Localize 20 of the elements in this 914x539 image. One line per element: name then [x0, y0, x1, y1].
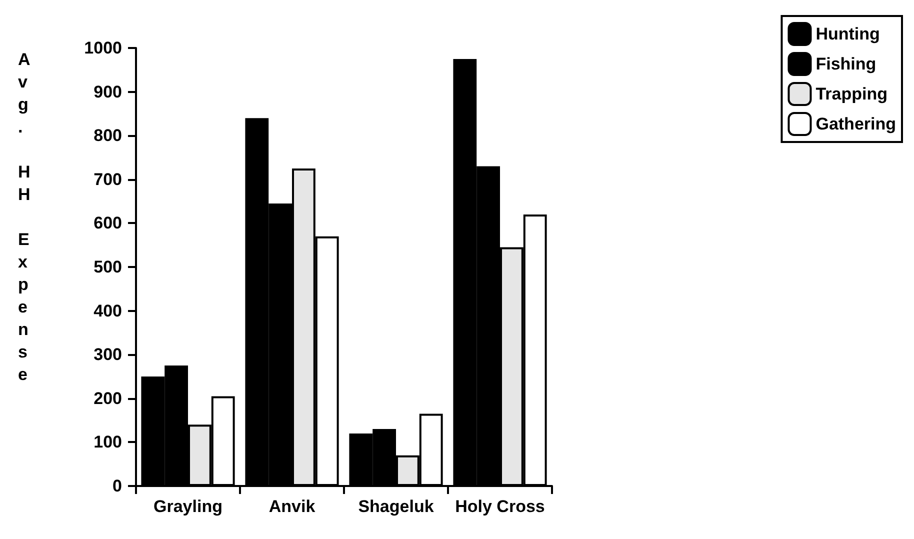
- y-tick-label: 600: [94, 214, 122, 233]
- x-tick-label: Anvik: [268, 497, 316, 516]
- y-tick-label: 1000: [84, 38, 122, 58]
- y-tick-label: 500: [94, 258, 122, 276]
- legend-label: Hunting: [816, 24, 880, 44]
- y-tick-label: 200: [94, 388, 122, 408]
- legend-label: Fishing: [816, 54, 876, 74]
- x-tick-label: Shageluk: [358, 497, 434, 516]
- legend-label: Trapping: [816, 84, 888, 104]
- text: Avg. HH Expense: [18, 50, 30, 384]
- x-tick-label: Holy Cross: [455, 497, 545, 516]
- legend-label: Gathering: [816, 114, 896, 134]
- y-tick-label: 100: [94, 432, 122, 452]
- y-tick-label: 0: [112, 476, 122, 496]
- y-tick-label: 400: [94, 301, 122, 320]
- x-tick-label: Grayling: [154, 497, 222, 516]
- y-tick-label: 800: [94, 126, 122, 146]
- y-tick-label: 900: [94, 82, 122, 102]
- y-tick-label: 300: [94, 345, 122, 364]
- y-tick-label: 700: [94, 170, 122, 189]
